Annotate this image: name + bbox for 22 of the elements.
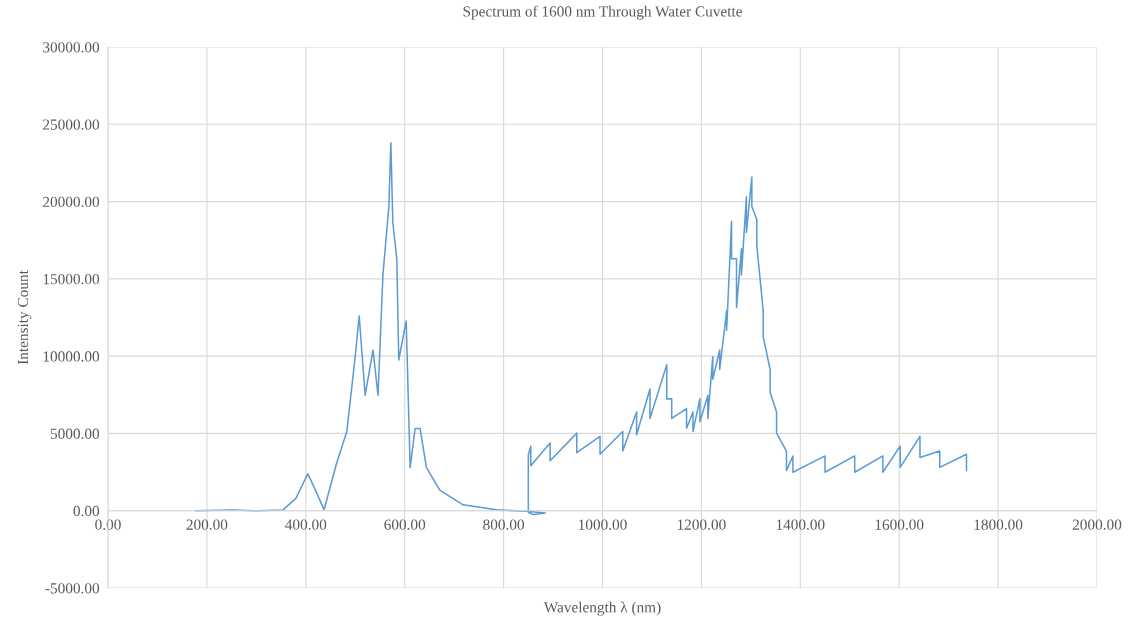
y-tick-label: 15000.00 (43, 274, 100, 285)
y-tick-label: 30000.00 (43, 42, 100, 53)
x-tick-label: 1800.00 (974, 519, 1023, 530)
y-tick-label: 25000.00 (43, 119, 100, 130)
x-tick-label: 1200.00 (677, 519, 726, 530)
x-tick-label: 0.00 (95, 519, 121, 530)
x-tick-label: 1400.00 (776, 519, 825, 530)
x-tick-label: 2000.00 (1072, 519, 1122, 530)
chart-title: Spectrum of 1600 nm Through Water Cuvette (463, 5, 742, 20)
x-tick-label: 600.00 (384, 519, 426, 530)
x-tick-label: 1000.00 (579, 519, 627, 530)
y-tick-label: 20000.00 (43, 196, 100, 208)
y-axis-title: Intensity Count (17, 270, 32, 365)
y-tick-label: 0.00 (73, 505, 100, 517)
y-tick-label: -5000.00 (45, 583, 100, 594)
x-tick-label: 400.00 (285, 519, 327, 530)
x-tick-label: 200.00 (186, 519, 228, 530)
x-tick-label: 800.00 (483, 519, 525, 530)
y-tick-label: 5000.00 (50, 428, 100, 439)
x-axis-title: Wavelength λ (nm) (543, 601, 661, 616)
x-tick-label: 1600.00 (875, 519, 924, 530)
y-tick-label: 10000.00 (43, 351, 100, 362)
